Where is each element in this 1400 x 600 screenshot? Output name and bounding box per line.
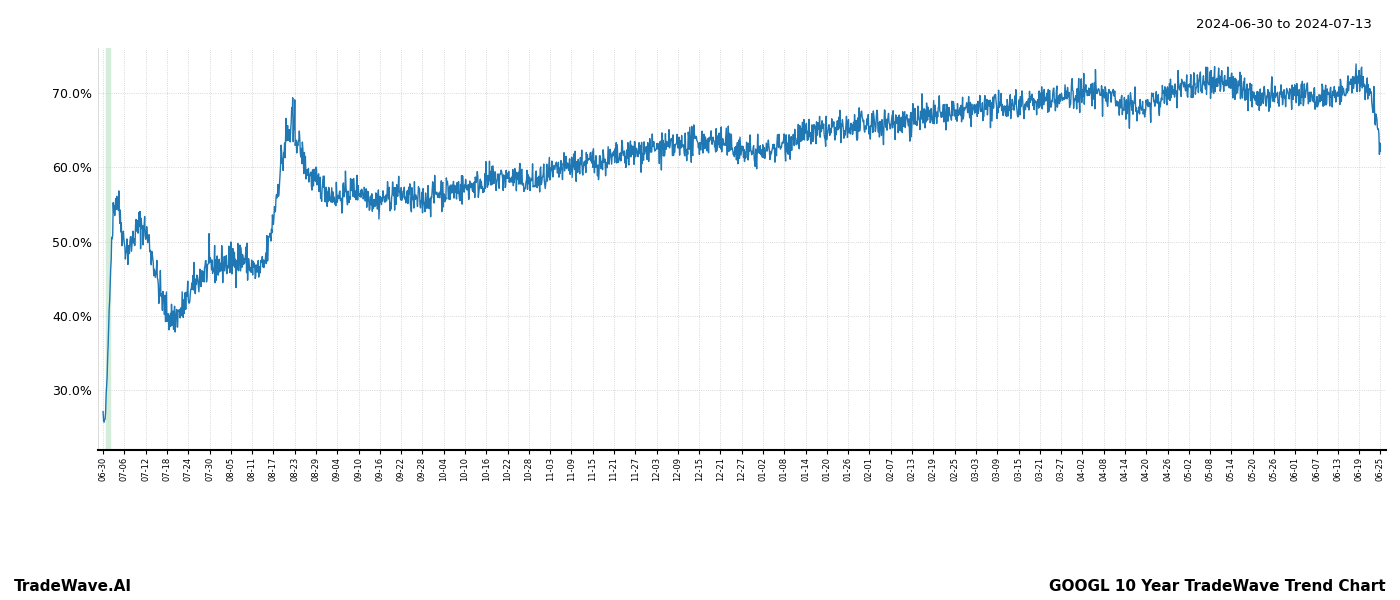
Text: TradeWave.AI: TradeWave.AI [14,579,132,594]
Text: 2024-06-30 to 2024-07-13: 2024-06-30 to 2024-07-13 [1196,18,1372,31]
Text: GOOGL 10 Year TradeWave Trend Chart: GOOGL 10 Year TradeWave Trend Chart [1050,579,1386,594]
Bar [105,48,109,450]
